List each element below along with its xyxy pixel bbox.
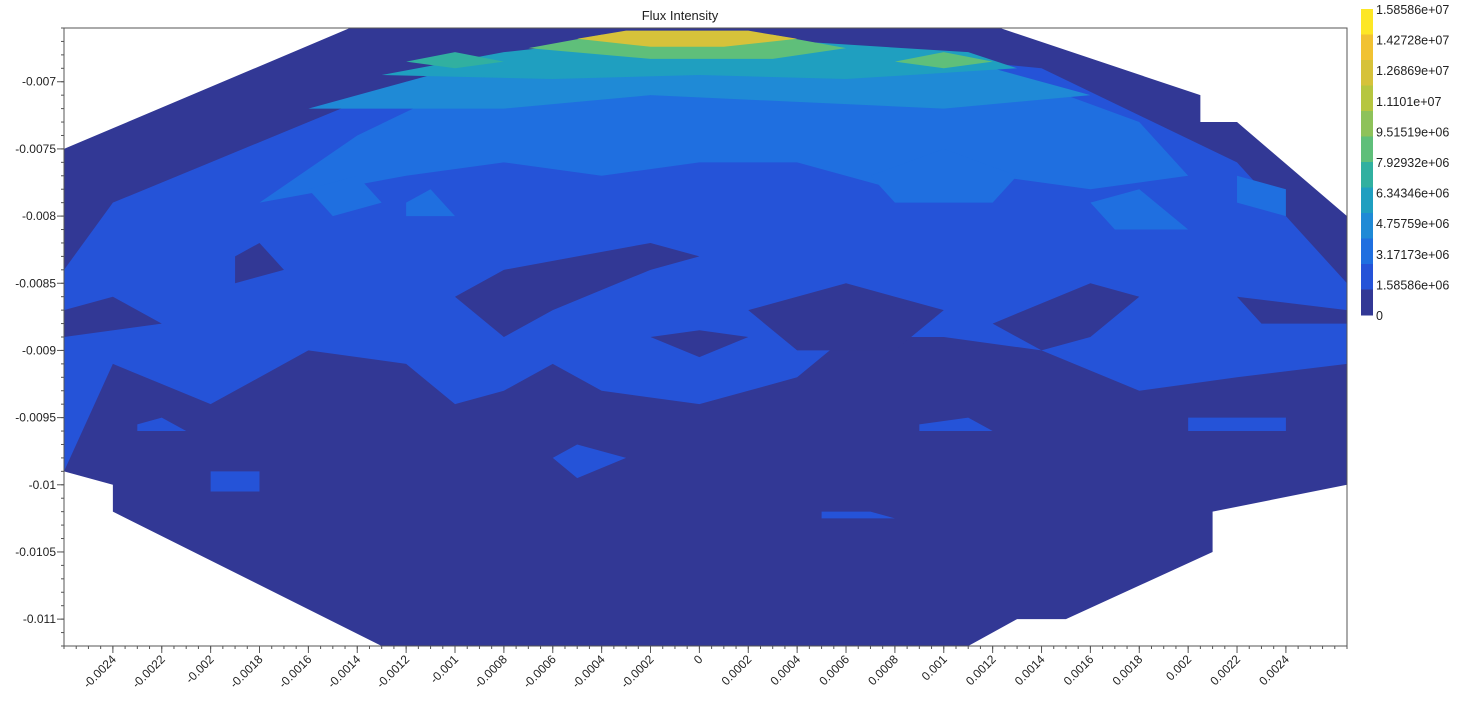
x-tick-label: -0.0018 xyxy=(227,652,266,691)
x-tick-label: -0.0014 xyxy=(325,652,364,691)
contour-region xyxy=(992,283,1140,351)
y-tick-label: -0.011 xyxy=(23,612,56,626)
x-tick-label: -0.0006 xyxy=(520,652,559,691)
colorbar-band xyxy=(1361,85,1373,112)
contour-region xyxy=(210,471,260,492)
x-tick-label: -0.0002 xyxy=(618,652,657,691)
x-tick-label: -0.001 xyxy=(427,652,461,686)
x-tick-label: 0.0022 xyxy=(1207,652,1243,688)
x-tick-label: 0.001 xyxy=(919,652,950,683)
colorbar-label: 4.75759e+06 xyxy=(1376,217,1449,231)
x-tick-label: 0.0024 xyxy=(1256,652,1292,688)
x-tick-label: -0.0004 xyxy=(569,652,608,691)
colorbar-band xyxy=(1361,9,1373,35)
x-tick-label: -0.0008 xyxy=(471,652,510,691)
contour-region xyxy=(919,417,993,432)
colorbar-band xyxy=(1361,187,1373,214)
colorbar-label: 1.58586e+07 xyxy=(1376,3,1449,17)
contour-region xyxy=(894,52,993,69)
contour-region xyxy=(748,283,944,351)
y-tick-label: -0.0085 xyxy=(15,276,56,290)
contour-region xyxy=(406,189,456,217)
y-tick-label: -0.0075 xyxy=(15,142,56,156)
y-tick-label: -0.0095 xyxy=(15,411,56,425)
colorbar-band xyxy=(1361,264,1373,290)
colorbar-band xyxy=(1361,213,1373,239)
y-tick-label: -0.007 xyxy=(22,75,56,89)
contour-region xyxy=(406,52,504,69)
contour-region xyxy=(381,41,1018,80)
x-tick-label: 0.0008 xyxy=(865,652,901,688)
contour-region xyxy=(650,330,749,358)
colorbar-label: 7.92932e+06 xyxy=(1376,156,1449,170)
contour-region xyxy=(308,175,382,217)
x-tick-label: 0.002 xyxy=(1163,652,1194,683)
colorbar-band xyxy=(1361,162,1373,188)
contour-region xyxy=(1188,417,1286,432)
y-tick-label: -0.01 xyxy=(29,478,57,492)
contour-region xyxy=(1237,296,1347,324)
contour-region xyxy=(821,511,895,519)
colorbar-band xyxy=(1361,289,1373,316)
x-tick-label: -0.002 xyxy=(183,652,217,686)
colorbar-band xyxy=(1361,34,1373,61)
x-tick-label: -0.0012 xyxy=(374,652,413,691)
y-tick-label: -0.0105 xyxy=(15,545,56,559)
contour-region xyxy=(455,242,700,337)
x-tick-label: 0.0006 xyxy=(816,652,852,688)
contour-region xyxy=(1237,175,1286,217)
x-tick-label: -0.0022 xyxy=(129,652,168,691)
contour-regions xyxy=(64,30,1347,519)
colorbar-label: 0 xyxy=(1376,309,1383,323)
x-tick-label: 0.0014 xyxy=(1012,652,1048,688)
colorbar-label: 1.42728e+07 xyxy=(1376,34,1449,48)
contour-region xyxy=(552,444,627,479)
colorbar-band xyxy=(1361,60,1373,86)
colorbar-band xyxy=(1361,238,1373,265)
colorbar-label: 3.17173e+06 xyxy=(1376,248,1449,262)
y-tick-label: -0.008 xyxy=(22,209,56,223)
x-tick-label: 0.0012 xyxy=(963,652,999,688)
colorbar-label: 1.58586e+06 xyxy=(1376,278,1449,292)
y-tick-label: -0.009 xyxy=(22,343,56,357)
contour-region xyxy=(64,296,162,337)
contour-region xyxy=(577,30,798,47)
contour-region xyxy=(1090,189,1189,230)
x-axis: -0.0024 -0.0022 -0.002 -0.0018 -0.0016 -0.001… xyxy=(63,646,1348,691)
colorbar-label: 1.26869e+07 xyxy=(1376,64,1449,78)
colorbar-label: 9.51519e+06 xyxy=(1376,125,1449,139)
contour-region xyxy=(870,148,1018,203)
colorbar-band xyxy=(1361,136,1373,163)
colorbar: 1.58586e+07 1.42728e+07 1.26869e+07 1.1101e… xyxy=(1361,3,1449,323)
y-axis: -0.007 -0.0075 -0.008 -0.0085 -0.009 -0.0095 -… xyxy=(15,27,64,647)
colorbar-label: 6.34346e+06 xyxy=(1376,187,1449,201)
x-tick-label: 0.0018 xyxy=(1110,652,1146,688)
colorbar-label: 1.1101e+07 xyxy=(1376,95,1442,109)
contour-region xyxy=(235,242,284,284)
contour-region xyxy=(137,417,187,432)
colorbar-band xyxy=(1361,111,1373,137)
x-tick-label: 0.0002 xyxy=(719,652,755,688)
x-tick-label: 0 xyxy=(691,652,706,667)
x-tick-label: 0.0004 xyxy=(767,652,803,688)
x-tick-label: -0.0016 xyxy=(276,652,315,691)
chart-title: Flux Intensity xyxy=(642,8,719,23)
x-tick-label: 0.0016 xyxy=(1061,652,1097,688)
x-tick-label: -0.0024 xyxy=(80,652,119,691)
